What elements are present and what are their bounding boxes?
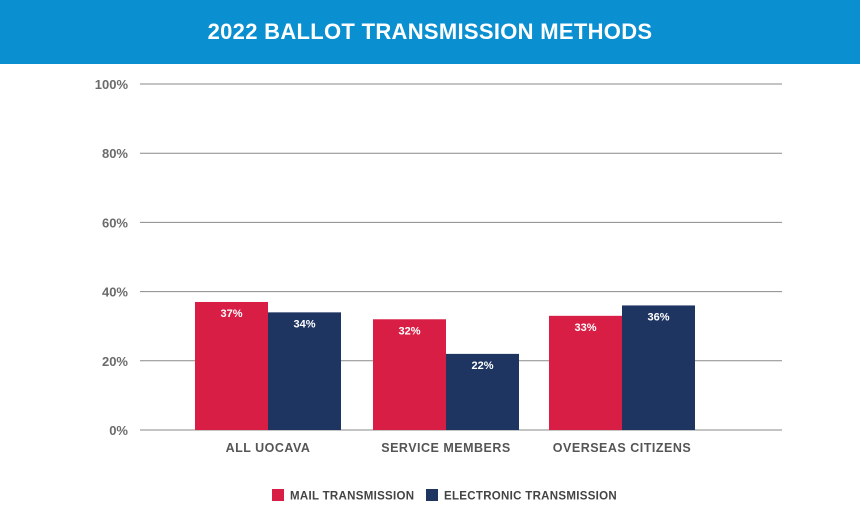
- category-label: OVERSEAS CITIZENS: [553, 441, 691, 455]
- bar-electronic: [446, 353, 519, 430]
- bar-value-label: 33%: [574, 322, 596, 334]
- bar-value-label: 22%: [471, 360, 493, 372]
- y-tick-label: 20%: [102, 354, 128, 369]
- bar-value-label: 37%: [220, 308, 242, 320]
- bar-value-label: 34%: [293, 318, 315, 330]
- y-tick-label: 80%: [102, 146, 128, 161]
- category-label: SERVICE MEMBERS: [381, 441, 511, 455]
- bar-mail: [549, 315, 622, 430]
- bar-value-label: 32%: [398, 325, 420, 337]
- bar-mail: [373, 319, 446, 430]
- y-tick-label: 0%: [109, 423, 128, 438]
- legend-electronic-swatch: [426, 489, 438, 501]
- bar-electronic: [268, 312, 341, 430]
- category-label: ALL UOCAVA: [226, 441, 311, 455]
- legend-mail-label: MAIL TRANSMISSION: [290, 491, 414, 503]
- chart-title: 2022 BALLOT TRANSMISSION METHODS: [207, 19, 653, 44]
- bar-mail: [195, 301, 268, 430]
- bar-value-label: 36%: [647, 311, 669, 323]
- title-banner: 2022 BALLOT TRANSMISSION METHODS: [0, 0, 860, 64]
- legend-mail-swatch: [272, 489, 284, 501]
- y-tick-label: 60%: [102, 215, 128, 230]
- y-tick-label: 40%: [102, 285, 128, 300]
- y-tick-label: 100%: [95, 77, 129, 92]
- bar-electronic: [622, 305, 695, 430]
- legend-electronic-label: ELECTRONIC TRANSMISSION: [444, 491, 617, 503]
